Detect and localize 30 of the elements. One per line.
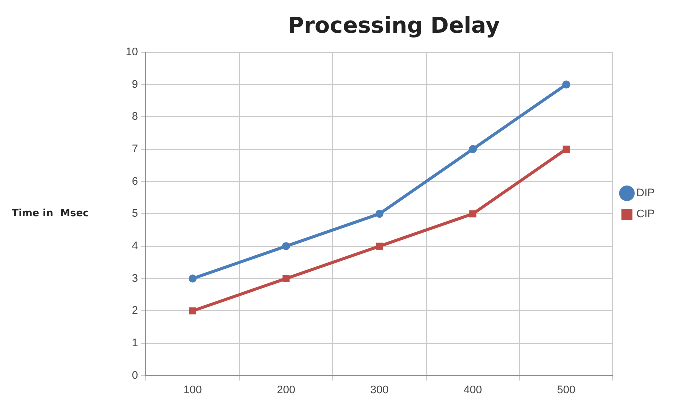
y-tick-label: 8 xyxy=(132,111,138,124)
y-tick-label: 7 xyxy=(132,143,138,156)
y-tick-label: 0 xyxy=(132,370,138,382)
point xyxy=(376,242,384,250)
x-tick-label: 300 xyxy=(370,384,389,396)
point xyxy=(562,80,570,89)
point xyxy=(470,210,477,218)
x-tick-label: 500 xyxy=(557,384,576,396)
x-tick-label: 200 xyxy=(277,384,296,396)
y-tick-label: 3 xyxy=(132,272,138,285)
point xyxy=(189,308,196,315)
point xyxy=(188,274,197,283)
y-tick-label: 1 xyxy=(132,337,138,350)
point xyxy=(376,210,384,218)
legend-label: DIP xyxy=(636,188,656,200)
legend-label: CIP xyxy=(636,208,656,221)
point xyxy=(282,275,290,282)
point xyxy=(469,145,478,154)
point xyxy=(562,146,570,153)
y-tick-label: 9 xyxy=(132,78,138,91)
point xyxy=(282,242,290,250)
x-tick-label: 100 xyxy=(184,384,202,396)
y-tick-label: 2 xyxy=(132,305,138,318)
y-tick-label: 4 xyxy=(132,240,138,252)
chart-title: Processing Delay xyxy=(288,14,500,39)
x-tick-label: 400 xyxy=(464,384,482,396)
y-tick-label: 10 xyxy=(126,46,138,58)
y-tick-label: 5 xyxy=(132,208,138,220)
y-axis-title: Time in Msec xyxy=(12,208,90,220)
y-tick-label: 6 xyxy=(132,176,138,188)
